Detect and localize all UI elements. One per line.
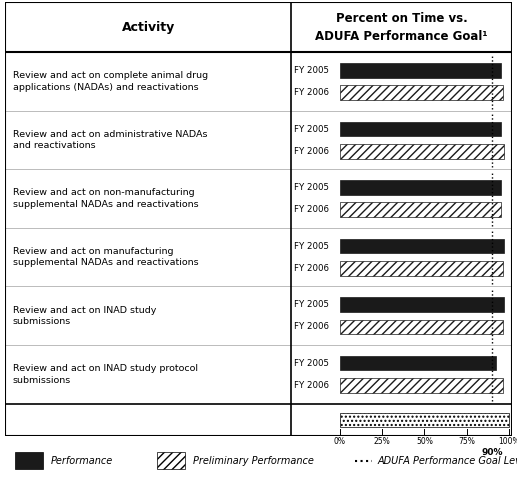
Text: Performance: Performance bbox=[51, 456, 113, 466]
Text: FY 2006: FY 2006 bbox=[294, 322, 329, 331]
Text: FY 2006: FY 2006 bbox=[294, 205, 329, 214]
Text: FY 2006: FY 2006 bbox=[294, 264, 329, 273]
Bar bbox=[340, 63, 501, 78]
Text: ADUFA Performance Goal Level: ADUFA Performance Goal Level bbox=[377, 456, 517, 466]
Text: Percent on Time vs.
ADUFA Performance Goal¹: Percent on Time vs. ADUFA Performance Go… bbox=[315, 12, 488, 43]
Text: 0%: 0% bbox=[333, 437, 345, 446]
Bar bbox=[340, 144, 504, 159]
Text: 90%: 90% bbox=[481, 448, 503, 457]
Bar bbox=[340, 202, 501, 217]
Text: FY 2006: FY 2006 bbox=[294, 381, 329, 390]
Text: FY 2006: FY 2006 bbox=[294, 147, 329, 156]
Text: 50%: 50% bbox=[416, 437, 433, 446]
Bar bbox=[157, 452, 185, 469]
Text: 25%: 25% bbox=[374, 437, 390, 446]
Text: Review and act on administrative NADAs
and reactivations: Review and act on administrative NADAs a… bbox=[13, 130, 207, 150]
Text: Review and act on INAD study protocol
submissions: Review and act on INAD study protocol su… bbox=[13, 364, 198, 385]
Text: Review and act on non-manufacturing
supplemental NADAs and reactivations: Review and act on non-manufacturing supp… bbox=[13, 189, 199, 209]
Text: FY 2006: FY 2006 bbox=[294, 88, 329, 97]
Text: FY 2005: FY 2005 bbox=[294, 183, 329, 192]
Text: Preliminary Performance: Preliminary Performance bbox=[193, 456, 313, 466]
Text: FY 2005: FY 2005 bbox=[294, 300, 329, 309]
Text: FY 2005: FY 2005 bbox=[294, 124, 329, 133]
Text: Review and act on complete animal drug
applications (NADAs) and reactivations: Review and act on complete animal drug a… bbox=[13, 72, 208, 92]
Bar bbox=[340, 122, 501, 136]
Text: 100%: 100% bbox=[498, 437, 517, 446]
Bar bbox=[340, 85, 503, 100]
Bar bbox=[340, 378, 503, 393]
Text: FY 2005: FY 2005 bbox=[294, 359, 329, 368]
Text: FY 2005: FY 2005 bbox=[294, 242, 329, 250]
Bar bbox=[340, 297, 504, 312]
Bar bbox=[340, 261, 503, 276]
Text: FY 2005: FY 2005 bbox=[294, 66, 329, 75]
Text: Activity: Activity bbox=[121, 21, 175, 34]
Text: Review and act on INAD study
submissions: Review and act on INAD study submissions bbox=[13, 306, 156, 326]
Text: Review and act on manufacturing
supplemental NADAs and reactivations: Review and act on manufacturing suppleme… bbox=[13, 247, 199, 268]
Bar bbox=[16, 452, 43, 469]
Text: 75%: 75% bbox=[459, 437, 475, 446]
Bar bbox=[340, 356, 496, 370]
Bar bbox=[340, 180, 501, 195]
Bar bbox=[340, 239, 504, 253]
Bar bbox=[340, 413, 509, 427]
Bar bbox=[340, 319, 503, 334]
